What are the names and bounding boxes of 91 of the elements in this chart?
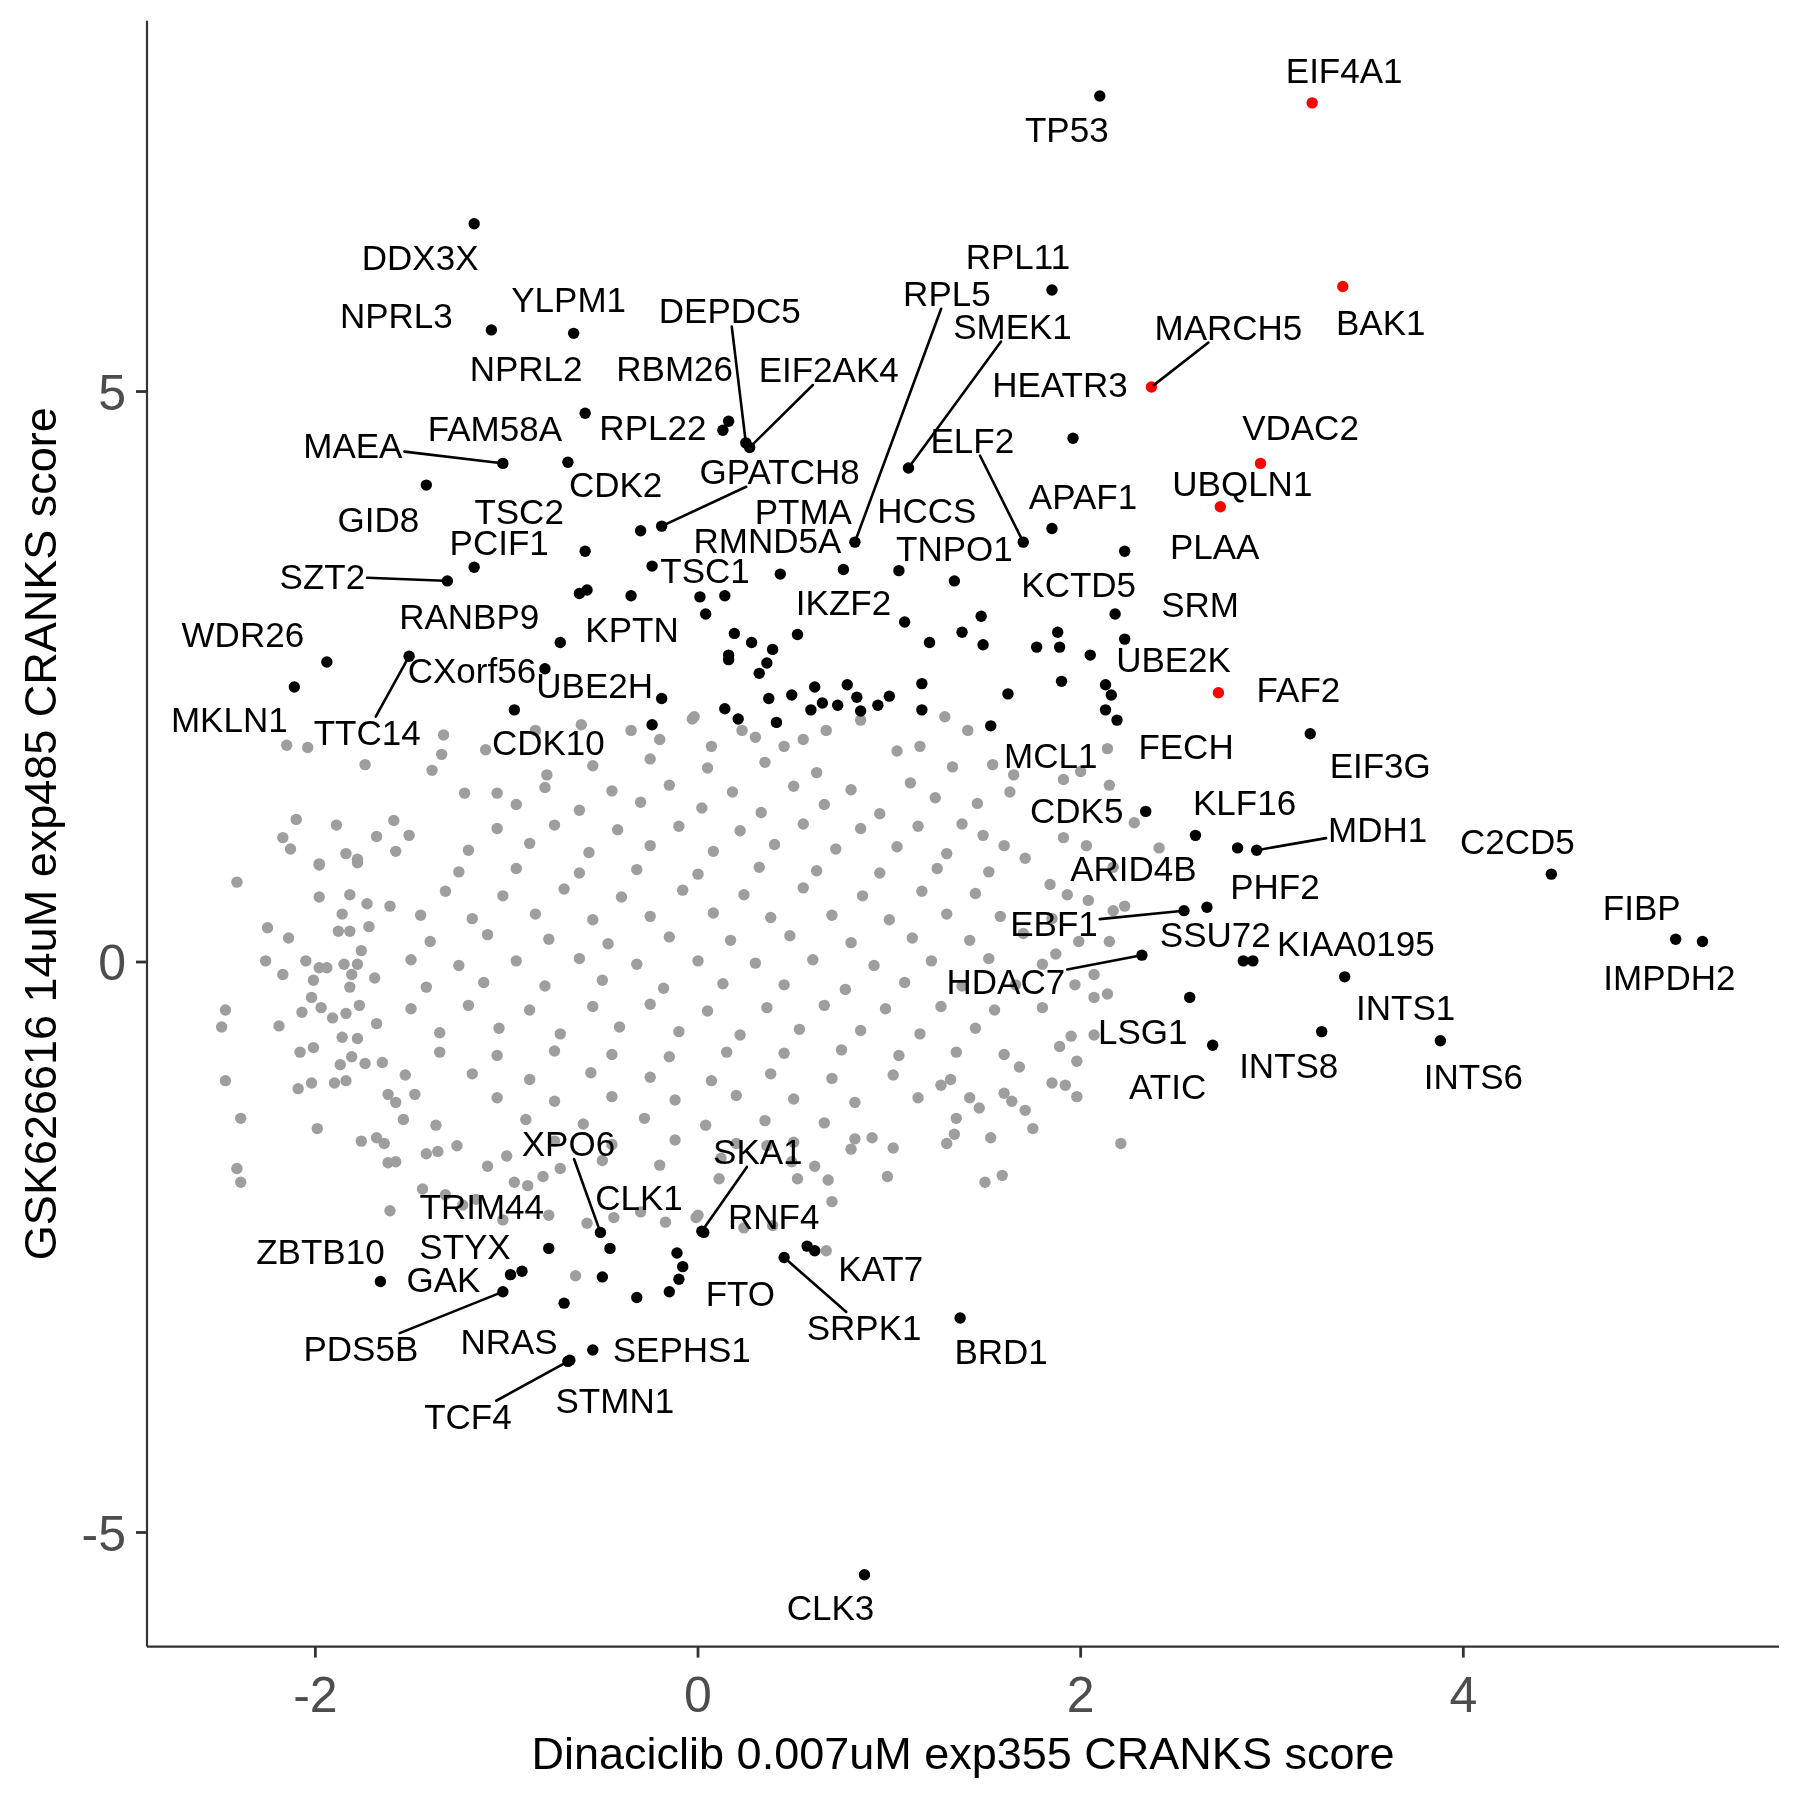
annotation: EIF3G	[1329, 746, 1431, 786]
point	[1145, 381, 1158, 393]
annotation: DEPDC5	[658, 291, 801, 331]
annotation: CDK2	[568, 465, 663, 505]
annotation: BRD1	[954, 1331, 1048, 1371]
annotation: KCTD5	[1021, 564, 1137, 604]
annotation: BAK1	[1336, 303, 1426, 343]
annotation: UBE2H	[536, 666, 654, 706]
annotation: FECH	[1138, 726, 1234, 766]
y-tick-label: 0	[98, 935, 126, 992]
annotation: UBE2K	[1116, 640, 1231, 680]
annotation: LSG1	[1097, 1011, 1188, 1051]
annotation: INTS8	[1239, 1046, 1339, 1086]
y-axis-title: GSK626616 14uM exp485 CRANKS score	[15, 407, 67, 1261]
annotation: MAEA	[303, 426, 404, 465]
annotation: TTC14	[313, 712, 421, 752]
annotation: HDAC7	[946, 961, 1066, 1001]
annotation: IMPDH2	[1603, 958, 1736, 998]
annotation: TP53	[1024, 109, 1109, 149]
annotation: FAM58A	[427, 408, 563, 448]
annotation: RBM26	[616, 348, 733, 388]
x-tick-label: -2	[293, 1666, 338, 1723]
annotation: TSC2	[474, 491, 564, 531]
annotation: TCF4	[424, 1396, 512, 1436]
annotation: ELF2	[930, 420, 1015, 460]
annotation: TRIM44	[419, 1187, 545, 1226]
annotation: EBF1	[1010, 904, 1098, 944]
annotation: PDS5B	[303, 1329, 419, 1369]
annotation: NPRL2	[469, 348, 583, 388]
annotation: CLK3	[786, 1588, 875, 1628]
annotation: C2CD5	[1459, 821, 1575, 861]
annotation: SRPK1	[806, 1308, 922, 1348]
annotation: KIAA0195	[1277, 924, 1435, 964]
annotation: DDX3X	[361, 238, 479, 278]
annotation: SRM	[1161, 584, 1239, 624]
annotation: UBQLN1	[1172, 464, 1313, 504]
x-tick-label: 0	[684, 1666, 712, 1723]
annotation: FTO	[705, 1274, 775, 1314]
annotation: SSU72	[1159, 915, 1271, 955]
annotation: VDAC2	[1242, 408, 1359, 447]
annotation: CDK10	[491, 723, 605, 763]
annotation: MARCH5	[1154, 307, 1303, 347]
annotation: SEPHS1	[612, 1329, 751, 1369]
annotation: PHF2	[1230, 866, 1320, 906]
annotation: RANBP9	[399, 597, 540, 637]
point	[1306, 97, 1318, 109]
annotation: KAT7	[838, 1249, 924, 1289]
annotation: CDK5	[1030, 791, 1124, 830]
annotation: NPRL3	[339, 295, 453, 335]
annotation: RNF4	[728, 1197, 820, 1237]
annotation: INTS1	[1356, 988, 1456, 1028]
annotation: CLK1	[595, 1178, 683, 1217]
annotation: XPO6	[521, 1124, 616, 1164]
annotation: HEATR3	[992, 364, 1128, 404]
annotation: KPTN	[585, 610, 679, 650]
annotation: MCL1	[1004, 736, 1098, 776]
annotation: RPL22	[599, 407, 707, 447]
annotation: NRAS	[460, 1321, 558, 1361]
annotation: ZBTB10	[256, 1232, 385, 1272]
annotation: FIBP	[1602, 887, 1681, 927]
annotation: MKLN1	[170, 699, 288, 739]
annotation: TNPO1	[896, 528, 1013, 568]
y-tick-label: 5	[98, 364, 126, 421]
point	[1337, 280, 1349, 293]
annotation: PLAA	[1169, 526, 1261, 566]
x-tick-label: 4	[1449, 1666, 1478, 1723]
annotation: APAF1	[1028, 477, 1138, 517]
point	[1212, 687, 1225, 699]
annotation: STMN1	[555, 1380, 675, 1420]
annotation: FAF2	[1256, 670, 1341, 710]
annotation: GID8	[337, 499, 420, 539]
point	[1254, 457, 1267, 470]
annotation: YLPM1	[511, 279, 627, 319]
annotation: EIF2AK4	[758, 350, 899, 390]
annotation: HCCS	[877, 491, 977, 531]
annotation: CXorf56	[407, 651, 537, 691]
annotation: KLF16	[1192, 782, 1297, 822]
annotation: SZT2	[279, 556, 366, 596]
annotation: WDR26	[181, 614, 305, 654]
annotation: SKA1	[713, 1131, 803, 1171]
annotation: ATIC	[1129, 1066, 1207, 1106]
annotation: IKZF2	[795, 583, 892, 623]
x-axis-title: Dinaciclib 0.007uM exp355 CRANKS score	[531, 1728, 1395, 1780]
annotation: INTS6	[1423, 1057, 1523, 1097]
annotation: GPATCH8	[699, 451, 860, 491]
annotation: EIF4A1	[1285, 51, 1403, 91]
x-tick-label: 2	[1066, 1666, 1095, 1723]
annotation: ARID4B	[1070, 848, 1197, 888]
annotation: RPL11	[965, 236, 1071, 276]
annotation: MDH1	[1328, 809, 1428, 849]
y-tick-label: -5	[81, 1505, 126, 1562]
